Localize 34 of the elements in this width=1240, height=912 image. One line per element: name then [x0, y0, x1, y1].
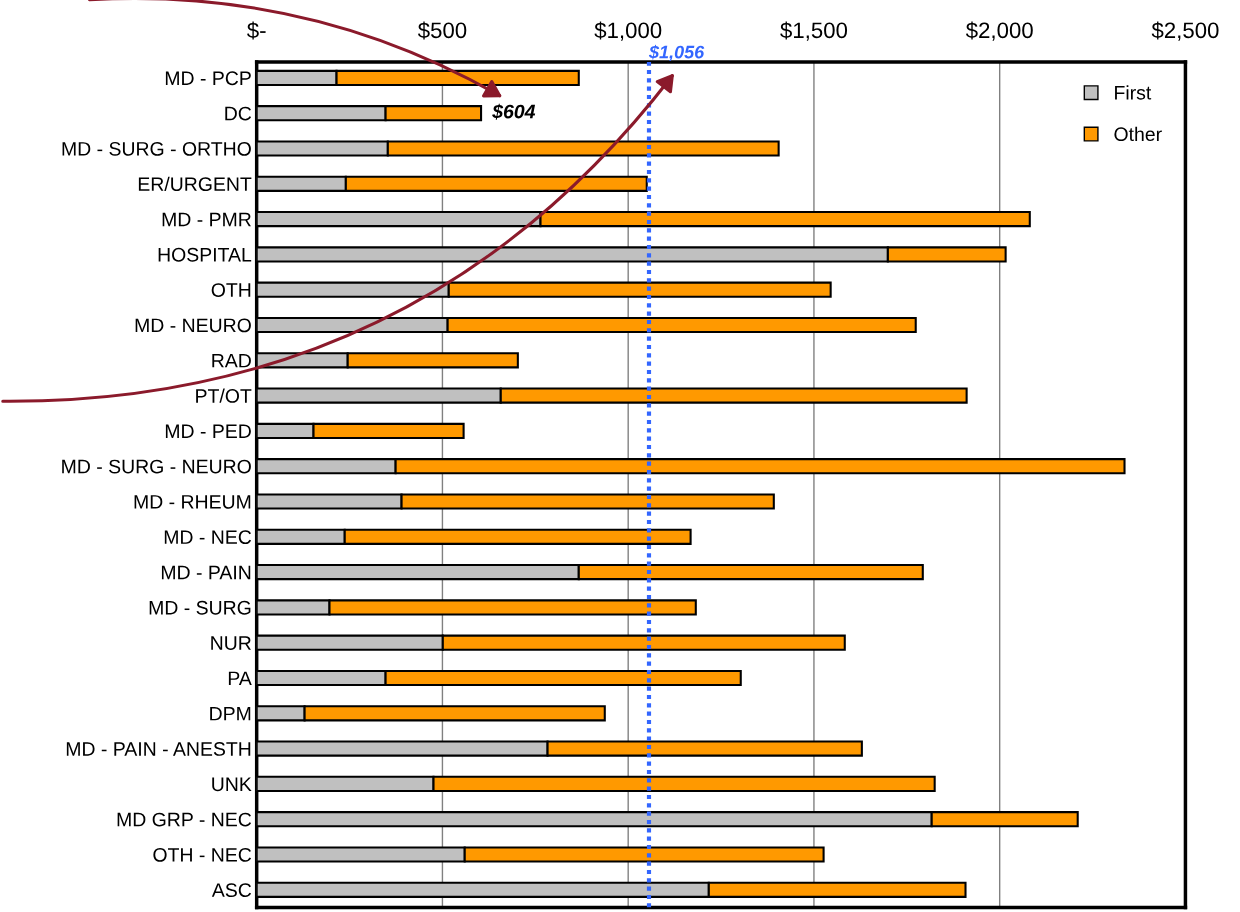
y-tick-label: MD - PED	[165, 424, 251, 438]
y-tick-label: HOSPITAL	[158, 247, 252, 262]
y-tick-label: OTH	[211, 283, 251, 297]
y-tick-label: RAD	[212, 353, 251, 368]
x-tick-label: $2,000	[965, 21, 1033, 41]
y-tick-label: MD GRP - NEC	[117, 812, 252, 827]
annotation: $604	[492, 103, 536, 120]
y-tick-label: MD - SURG - NEURO	[62, 459, 251, 474]
y-tick-label: DPM	[210, 706, 251, 721]
y-tick-label: PT/OT	[196, 388, 252, 403]
y-tick-label: OTH - NEC	[153, 847, 252, 862]
y-tick-label: MD - PCP	[165, 71, 251, 86]
x-tick-label: $500	[417, 21, 467, 40]
y-tick-label: ER/URGENT	[138, 176, 252, 192]
ref-line-label: $1,056	[648, 44, 705, 62]
y-tick-label: PA	[228, 671, 252, 686]
y-tick-label: MD - PAIN	[161, 565, 251, 580]
x-tick-label: $1,500	[780, 21, 848, 41]
x-tick-label: $2,500	[1151, 21, 1219, 41]
y-tick-label: DC	[225, 106, 252, 121]
y-tick-label: MD - NEC	[164, 530, 252, 545]
y-tick-label: MD - PMR	[162, 212, 251, 227]
x-tick-label: $-	[247, 21, 266, 40]
y-tick-label: ASC	[211, 883, 252, 898]
y-tick-label: MD - SURG - ORTHO	[62, 141, 251, 156]
y-tick-label: MD - PAIN - ANESTH	[66, 742, 251, 756]
y-tick-label: MD - NEURO	[135, 318, 251, 333]
y-tick-label: MD - SURG	[149, 600, 251, 615]
y-tick-label: MD - RHEUM	[134, 495, 251, 509]
y-tick-label: UNK	[212, 777, 252, 792]
legend-label: First	[1115, 85, 1152, 100]
legend-label: Other	[1114, 126, 1162, 142]
x-tick-label: $1,000	[594, 21, 662, 41]
y-tick-label: NUR	[211, 636, 251, 650]
